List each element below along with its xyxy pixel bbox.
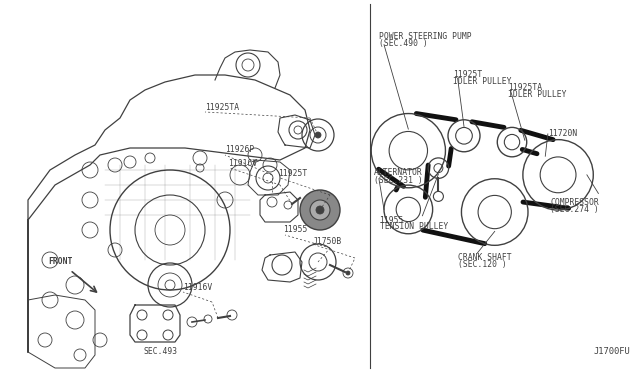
Text: 11925T: 11925T bbox=[453, 70, 483, 79]
Text: SEC.493: SEC.493 bbox=[143, 347, 177, 356]
Text: 11955: 11955 bbox=[283, 225, 307, 234]
Text: FRONT: FRONT bbox=[48, 257, 72, 266]
Text: 11926P: 11926P bbox=[225, 145, 254, 154]
Circle shape bbox=[310, 200, 330, 220]
Text: POWER STEERING PUMP: POWER STEERING PUMP bbox=[379, 32, 472, 41]
Text: 11720N: 11720N bbox=[548, 129, 577, 138]
Text: ALTERNATOR: ALTERNATOR bbox=[374, 169, 422, 177]
Text: 11916V: 11916V bbox=[183, 283, 212, 292]
Text: TENSION PULLEY: TENSION PULLEY bbox=[380, 222, 448, 231]
Text: (SEC.231 ): (SEC.231 ) bbox=[374, 176, 422, 185]
Text: 11916V: 11916V bbox=[228, 158, 257, 167]
Circle shape bbox=[433, 191, 444, 201]
Text: 11925TA: 11925TA bbox=[508, 83, 542, 92]
Text: J1700FU: J1700FU bbox=[594, 347, 630, 356]
Text: 11925T: 11925T bbox=[278, 169, 307, 177]
Circle shape bbox=[300, 190, 340, 230]
Text: (SEC.120 ): (SEC.120 ) bbox=[458, 260, 506, 269]
Text: (SEC.274 ): (SEC.274 ) bbox=[550, 205, 599, 214]
Bar bbox=[370, 0, 640, 372]
Text: 11955: 11955 bbox=[380, 216, 404, 225]
Text: (SEC.490 ): (SEC.490 ) bbox=[379, 39, 428, 48]
Circle shape bbox=[315, 132, 321, 138]
Text: IDLER PULLEY: IDLER PULLEY bbox=[453, 77, 511, 86]
Text: COMPRESSOR: COMPRESSOR bbox=[550, 198, 599, 207]
Text: 11925TA: 11925TA bbox=[205, 103, 239, 112]
Text: CRANK SHAFT: CRANK SHAFT bbox=[458, 253, 511, 262]
Circle shape bbox=[316, 206, 324, 214]
Text: J1750B: J1750B bbox=[313, 237, 342, 246]
Circle shape bbox=[346, 271, 350, 275]
Text: IDLER PULLEY: IDLER PULLEY bbox=[508, 90, 566, 99]
Bar bbox=[0, 0, 370, 372]
